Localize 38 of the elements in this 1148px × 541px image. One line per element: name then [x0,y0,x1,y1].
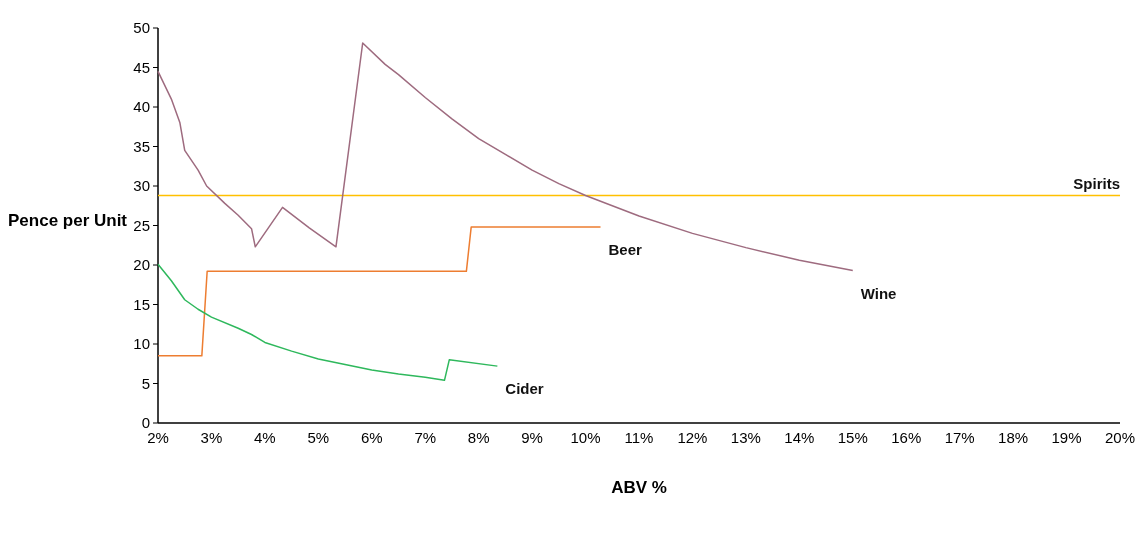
y-tick-label: 40 [133,98,150,116]
x-tick-label: 14% [784,429,815,446]
y-tick-label: 50 [133,19,150,37]
y-tick-label: 0 [141,414,150,432]
y-tick-label: 45 [133,58,150,76]
x-tick-label: 9% [521,429,543,446]
x-tick-label: 7% [414,429,437,446]
line-series [157,263,499,382]
x-axis-title: ABV % [611,478,667,497]
series-label: Beer [608,241,643,259]
y-tick-label: 15 [133,295,150,313]
x-tick-label: 17% [944,429,975,446]
y-tick-label: 35 [133,137,150,155]
series-label: Spirits [1073,175,1120,193]
x-tick-label: 13% [730,429,761,446]
y-tick-label: 5 [141,374,150,392]
series-label: Wine [860,284,897,302]
x-tick-label: 6% [360,429,383,446]
y-tick-label: 30 [133,177,150,195]
y-axis-title: Pence per Unit [8,210,128,230]
x-tick-label: 11% [624,429,654,446]
x-tick-label: 18% [998,429,1029,446]
x-tick-label: 10% [570,429,601,446]
series-label: Cider [505,380,544,398]
x-tick-label: 4% [254,429,276,446]
x-tick-label: 8% [467,429,490,446]
y-tick-label: 20 [133,256,150,274]
x-tick-label: 12% [677,429,708,446]
x-tick-label: 5% [307,429,330,446]
y-tick-label: 25 [133,216,150,234]
x-tick-label: 16% [891,429,922,446]
x-tick-label: 20% [1104,429,1136,446]
x-tick-label: 19% [1051,429,1082,446]
x-tick-label: 3% [200,429,223,446]
y-tick-label: 10 [133,335,150,353]
x-tick-label: 2% [147,429,169,446]
x-tick-label: 15% [837,429,868,446]
line-series [157,42,854,272]
